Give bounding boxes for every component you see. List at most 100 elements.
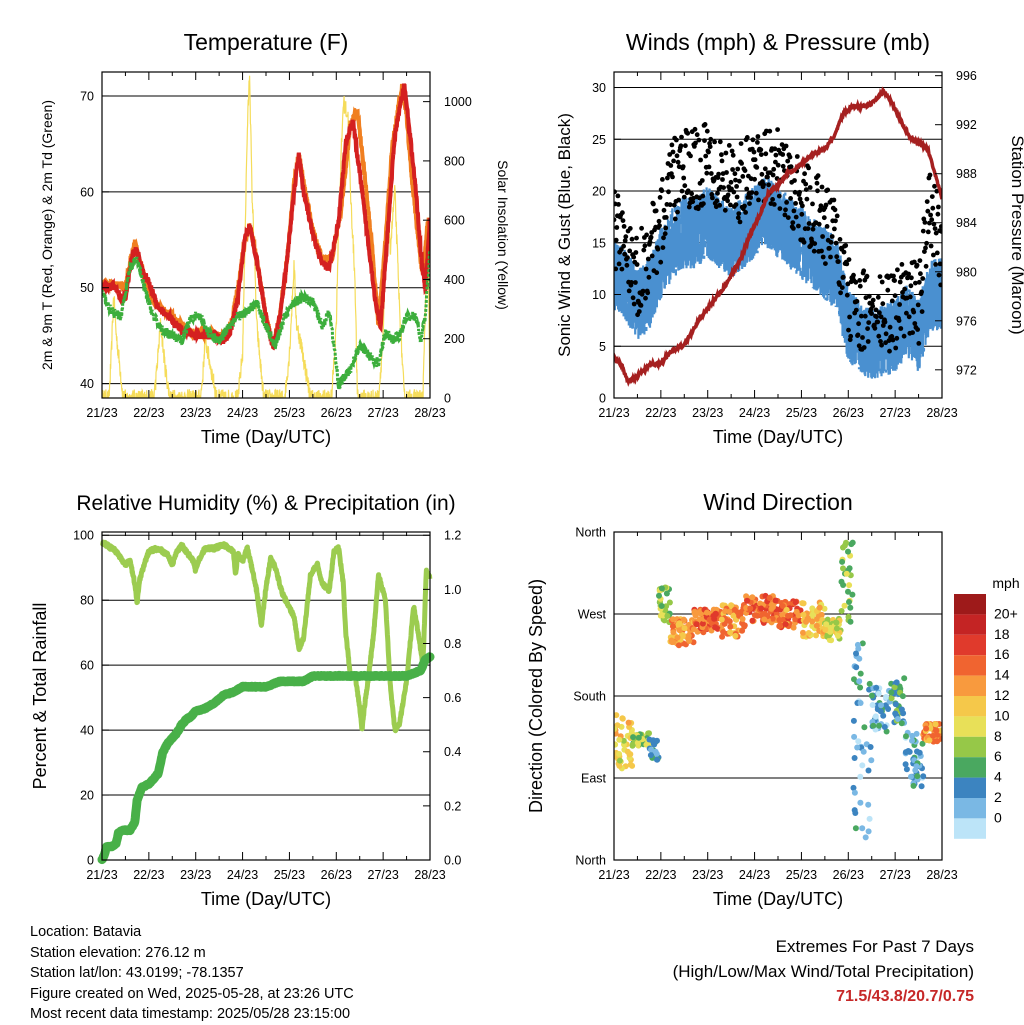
gust-point [720, 177, 725, 182]
direction-point [868, 757, 875, 764]
gust-point [616, 202, 621, 207]
direction-point [930, 732, 937, 739]
direction-point [848, 541, 855, 548]
gust-point [657, 223, 662, 229]
y2-tick-label: 0.4 [444, 745, 461, 759]
gust-point [916, 279, 922, 285]
gust-point [895, 267, 900, 273]
extremes-subtitle: (High/Low/Max Wind/Total Precipitation) [672, 962, 974, 981]
direction-point [749, 594, 756, 601]
y-tick-label: 60 [80, 659, 94, 673]
gust-point [728, 202, 733, 208]
direction-point [616, 751, 623, 757]
gust-point [855, 332, 861, 338]
gust-point [824, 224, 830, 229]
gust-point [736, 211, 742, 217]
direction-point [933, 727, 940, 734]
gust-point [918, 271, 923, 277]
gust-point [782, 212, 788, 218]
gust-point [643, 295, 648, 301]
direction-point [630, 734, 637, 741]
gust-point [661, 235, 666, 241]
gust-point [887, 324, 893, 330]
gust-point [805, 226, 811, 232]
gust-point [892, 293, 898, 299]
x-tick-label: 22/23 [133, 406, 164, 420]
direction-point [909, 737, 915, 744]
gust-point [919, 289, 924, 295]
direction-point [869, 702, 876, 708]
gust-point [700, 193, 706, 199]
gust-point [744, 186, 750, 192]
gust-point [878, 314, 884, 320]
gust-point [939, 229, 942, 234]
x-tick-label: 24/23 [227, 868, 258, 882]
direction-point [669, 639, 676, 646]
gust-point [928, 243, 934, 249]
gust-point [934, 250, 940, 256]
gust-point [916, 341, 922, 346]
gust-point [681, 175, 687, 181]
gust-point [767, 128, 773, 134]
gust-point [616, 261, 622, 267]
gust-point [620, 218, 626, 224]
gust-point [660, 245, 666, 251]
legend-swatch [954, 716, 986, 737]
gust-point [714, 198, 720, 204]
gust-point [698, 157, 703, 163]
gust-point [818, 203, 824, 209]
y2-tick-label: 0.8 [444, 637, 461, 651]
gust-point [696, 137, 702, 143]
gust-point [902, 286, 908, 292]
direction-point [645, 730, 652, 737]
y-axis-label: 2m & 9m T (Red, Orange) & 2m Td (Green) [39, 100, 55, 370]
direction-point [693, 621, 700, 628]
gust-point [836, 259, 841, 264]
direction-point [862, 834, 869, 841]
direction-point [676, 620, 683, 627]
direction-point [728, 602, 735, 609]
gust-point [833, 218, 838, 224]
gust-point [832, 207, 838, 213]
gust-point [771, 202, 777, 207]
y2-tick-label: 1000 [444, 95, 472, 109]
gust-point [730, 152, 736, 158]
gust-point [847, 314, 852, 320]
direction-point [859, 640, 866, 647]
direction-point [744, 597, 751, 604]
gust-point [807, 185, 813, 190]
direction-point [867, 744, 874, 750]
gust-point [823, 202, 829, 208]
gust-point [819, 248, 824, 254]
gust-point [911, 309, 917, 315]
gust-point [796, 223, 801, 229]
gust-point [772, 146, 778, 152]
gust-point [682, 183, 688, 189]
gust-point [662, 231, 668, 237]
gust-point [702, 138, 707, 144]
gust-point [857, 278, 863, 283]
legend-swatch [954, 614, 986, 635]
direction-point [841, 542, 848, 549]
legend-swatch [954, 798, 986, 819]
direction-point [846, 599, 852, 605]
gust-point [699, 178, 705, 183]
gust-point [663, 215, 669, 220]
y-tick-label: 80 [80, 594, 94, 608]
direction-point [827, 628, 834, 635]
gust-point [827, 245, 832, 251]
x-axis-label: Time (Day/UTC) [713, 889, 843, 909]
legend-swatch [954, 818, 986, 839]
direction-point [813, 622, 820, 629]
gust-point [765, 174, 770, 180]
gust-point [873, 307, 879, 313]
gust-point [834, 254, 840, 260]
gust-point [857, 283, 863, 289]
direction-point [777, 622, 784, 628]
direction-point [866, 815, 873, 822]
direction-point [927, 725, 934, 732]
direction-point [799, 600, 806, 607]
gust-point [685, 130, 691, 136]
gust-point [773, 152, 779, 158]
direction-point [875, 690, 882, 697]
